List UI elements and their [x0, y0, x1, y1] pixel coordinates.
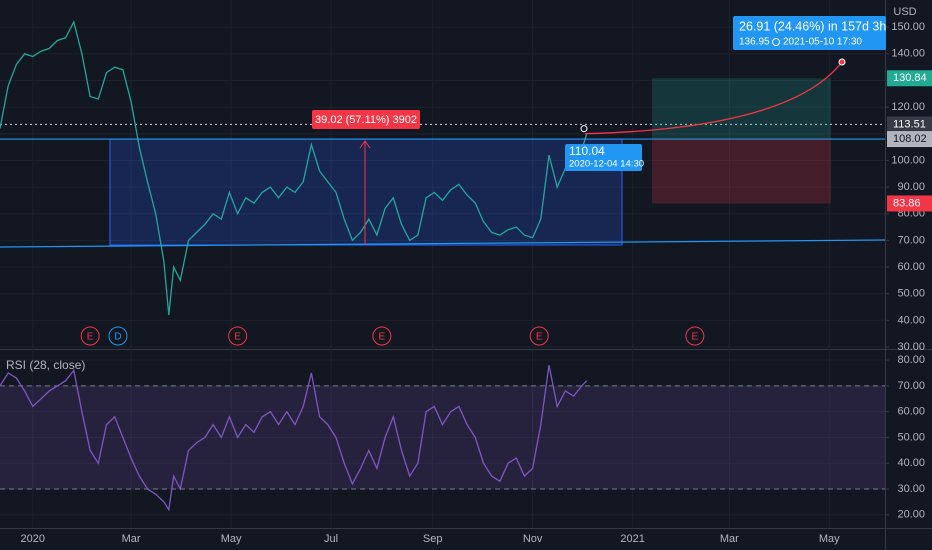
event-marker — [685, 326, 705, 346]
y-tick-label: 40.00 — [897, 457, 925, 469]
y-tick-label: 100.00 — [891, 154, 925, 166]
range-box — [109, 138, 623, 246]
y-tick-label: 20.00 — [897, 509, 925, 521]
y-tick-label: 70.00 — [897, 234, 925, 246]
x-tick-label: May — [221, 533, 242, 545]
series-line — [0, 365, 588, 512]
target-zone — [652, 78, 831, 140]
x-tick-label: Nov — [523, 533, 543, 545]
projection-time: 2021-05-10 17:30 — [783, 37, 862, 48]
projection-price: 136.95 — [739, 37, 770, 48]
price-tag — [887, 195, 932, 212]
x-tick-label: Mar — [720, 533, 739, 545]
price-tag-label: 83.86 — [893, 197, 921, 209]
event-marker — [529, 326, 549, 346]
event-label: E — [379, 332, 386, 343]
price-tag-label: 130.84 — [893, 72, 927, 84]
event-marker — [372, 326, 392, 346]
y-tick-label: 80.00 — [897, 354, 925, 366]
projection-arc — [584, 61, 843, 135]
support-line — [0, 239, 886, 248]
x-tick-label: Jul — [324, 533, 338, 545]
x-tick-label: Mar — [122, 533, 141, 545]
projection-start — [580, 125, 588, 133]
price-tag — [887, 116, 932, 133]
event-label: D — [114, 332, 121, 343]
rsi-title: RSI (28, close) — [6, 358, 85, 372]
callout-time: 2020-12-04 14:30 — [569, 159, 644, 170]
x-tick-label: 2020 — [21, 533, 45, 545]
currency: USD — [893, 6, 916, 18]
series-line — [0, 20, 588, 316]
y-tick-label: 40.00 — [897, 314, 925, 326]
event-marker — [108, 326, 128, 346]
measure-box — [312, 110, 420, 129]
price-tag — [887, 70, 932, 87]
event-marker — [228, 326, 248, 346]
projection-end — [838, 58, 846, 66]
y-tick-label: 50.00 — [897, 288, 925, 300]
event-label: E — [536, 332, 543, 343]
x-tick-label: Sep — [423, 533, 443, 545]
y-tick-label: 60.00 — [897, 261, 925, 273]
y-tick-label: 140.00 — [891, 48, 925, 60]
price-tag — [887, 131, 932, 148]
y-tick-label: 50.00 — [897, 431, 925, 443]
y-tick-label: 120.00 — [891, 101, 925, 113]
event-marker — [80, 326, 100, 346]
rsi-band — [0, 385, 885, 490]
y-tick-label: 30.00 — [897, 341, 925, 353]
callout-price: 110.04 — [569, 144, 605, 158]
price-tag-label: 113.51 — [893, 118, 926, 130]
price-tag-label: 108.02 — [893, 133, 927, 145]
x-tick-label: 2021 — [620, 533, 644, 545]
y-tick-label: 30.00 — [897, 483, 925, 495]
event-label: E — [692, 332, 699, 343]
projection-box — [733, 16, 886, 50]
stop-zone — [652, 139, 831, 204]
y-tick-label: 90.00 — [897, 181, 925, 193]
measure-label: 39.02 (57.11%) 3902 — [315, 114, 417, 126]
y-tick-label: 70.00 — [897, 380, 925, 392]
measure-arrowhead — [359, 140, 371, 149]
event-label: E — [87, 332, 94, 343]
x-tick-label: May — [819, 533, 840, 545]
clock-icon — [772, 38, 780, 46]
callout-box — [565, 144, 642, 171]
y-tick-label: 60.00 — [897, 406, 925, 418]
event-label: E — [234, 332, 241, 343]
y-tick-label: 150.00 — [891, 21, 925, 33]
projection-label: 26.91 (24.46%) in 157d 3h — [739, 19, 886, 33]
